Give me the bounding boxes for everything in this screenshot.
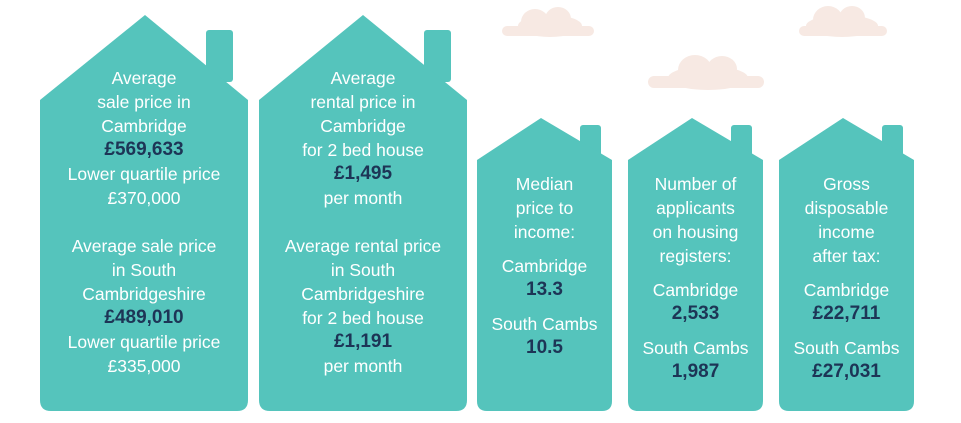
value: 2,533: [671, 303, 720, 324]
value: 10.5: [526, 337, 563, 358]
label: for 2 bed house: [302, 140, 424, 160]
label: in South: [330, 260, 396, 280]
label: rental price in: [310, 92, 416, 112]
label: disposable: [804, 198, 889, 218]
value: 1,987: [671, 361, 720, 382]
house-icon-4: [628, 118, 763, 411]
label: Cambridgeshire: [301, 284, 425, 304]
value: £22,711: [812, 303, 881, 324]
house-1-content: Average sale price in Cambridge £569,633…: [42, 66, 246, 378]
house-4-content: Number of applicants on housing register…: [630, 172, 761, 384]
label: Cambridge: [501, 256, 588, 276]
label: Number of: [654, 174, 737, 194]
house-2-content: Average rental price in Cambridge for 2 …: [261, 66, 465, 378]
value: £1,495: [333, 163, 393, 184]
label: Cambridge: [320, 116, 406, 136]
label: South Cambs: [491, 314, 598, 334]
label: Lower quartile price: [67, 164, 221, 184]
label: per month: [323, 356, 403, 376]
house-icon-1: [40, 15, 248, 411]
cloud-icon-2: [648, 55, 764, 90]
label: £335,000: [107, 356, 181, 376]
house-icon-2: [259, 15, 467, 411]
label: Average rental price: [284, 236, 442, 256]
value: £489,010: [104, 307, 184, 328]
label: after tax:: [812, 246, 881, 266]
label: Average: [330, 68, 396, 88]
label: for 2 bed house: [302, 308, 424, 328]
house-icon-3: [477, 118, 612, 411]
label: Lower quartile price: [67, 332, 221, 352]
label: South Cambs: [642, 338, 749, 358]
label: registers:: [659, 246, 732, 266]
label: Gross: [823, 174, 870, 194]
value: £27,031: [812, 361, 881, 382]
label: £370,000: [107, 188, 181, 208]
value: 13.3: [526, 279, 563, 300]
label: on housing: [652, 222, 739, 242]
label: income: [818, 222, 875, 242]
label: Average sale price: [71, 236, 217, 256]
house-3-content: Median price to income: Cambridge 13.3 S…: [479, 172, 610, 360]
value: £1,191: [333, 331, 393, 352]
label: Cambridgeshire: [82, 284, 206, 304]
label: sale price in: [97, 92, 191, 112]
label: South Cambs: [793, 338, 900, 358]
label: per month: [323, 188, 403, 208]
label: Cambridge: [652, 280, 739, 300]
label: Average: [111, 68, 177, 88]
label: income:: [513, 222, 576, 242]
label: in South: [111, 260, 177, 280]
label: price to: [515, 198, 574, 218]
label: Cambridge: [101, 116, 187, 136]
label: Median: [515, 174, 574, 194]
house-5-content: Gross disposable income after tax: Cambr…: [781, 172, 912, 384]
cloud-icon-1: [502, 7, 594, 37]
label: Cambridge: [803, 280, 890, 300]
house-icon-5: [779, 118, 914, 411]
value: £569,633: [104, 139, 184, 160]
label: applicants: [656, 198, 735, 218]
cloud-icon-3: [799, 6, 887, 37]
